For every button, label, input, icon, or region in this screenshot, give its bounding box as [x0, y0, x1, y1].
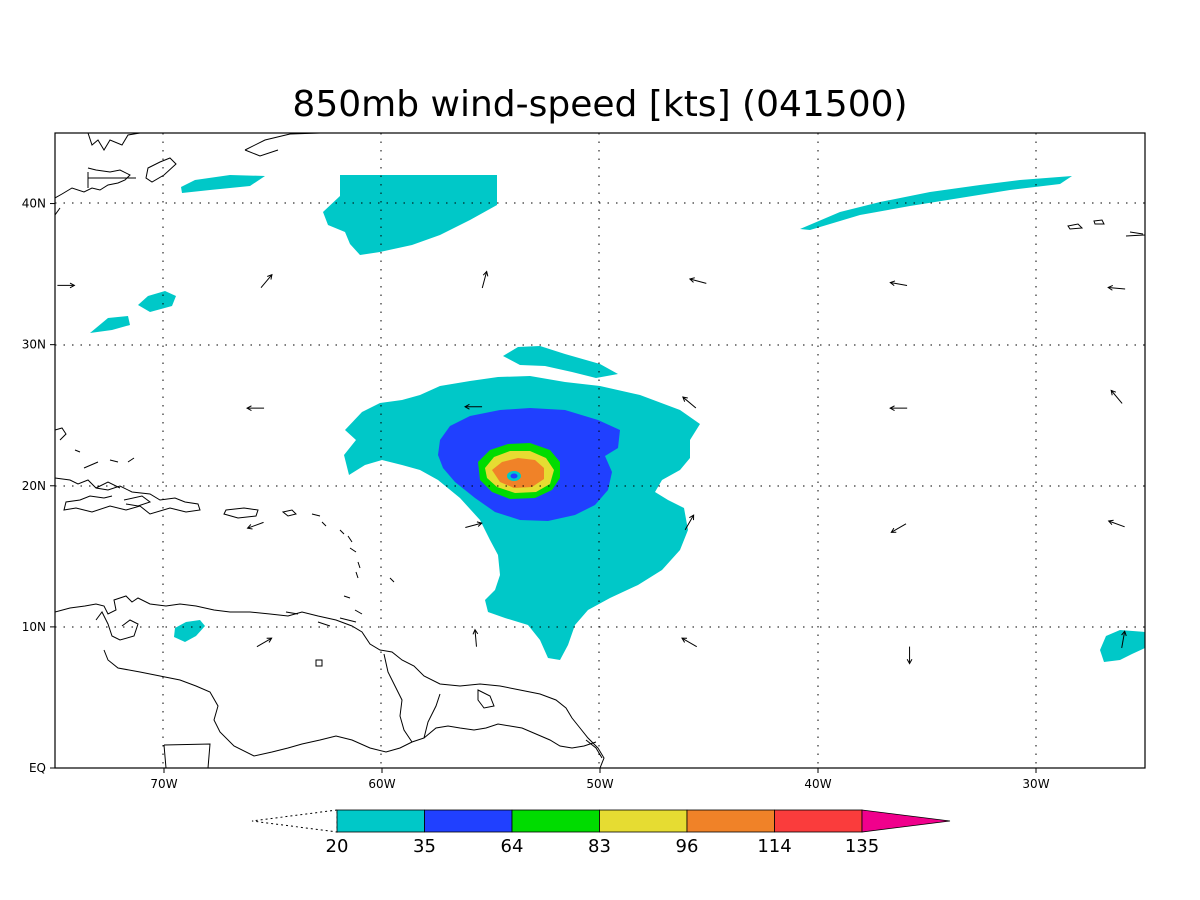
plot-area: [55, 133, 1145, 768]
wind-vector-arrow: [256, 637, 273, 648]
wind-vector-arrow: [246, 521, 264, 530]
y-tick-label: 20N: [22, 479, 46, 493]
wind-vector-arrow: [688, 277, 707, 284]
colorbar-segment: [599, 809, 688, 833]
wind-vector-arrow: [1107, 519, 1125, 528]
wind-vector-arrow: [682, 396, 697, 409]
colorbar: 20 35 64 83 96 114 135: [251, 809, 951, 857]
wind-vector-arrow: [464, 403, 483, 410]
colorbar-level-label: 64: [501, 836, 524, 857]
wind-vector-arrow: [57, 282, 76, 289]
y-tick-label: EQ: [29, 761, 46, 775]
colorbar-segment: [336, 809, 425, 833]
wind-vector-arrow: [889, 405, 908, 412]
wind-vector-arrow: [681, 637, 697, 648]
x-tick-label: 50W: [586, 777, 613, 791]
colorbar-segment: [424, 809, 513, 833]
wind-vector-arrow: [481, 270, 489, 289]
colorbar-level-label: 35: [413, 836, 436, 857]
wind-vector-arrow: [889, 280, 908, 287]
colorbar-segment: [774, 809, 863, 833]
x-tick-label: 60W: [368, 777, 395, 791]
wind-vectors: [57, 270, 1127, 665]
colorbar-level-label: 114: [757, 836, 791, 857]
y-tick-label: 30N: [22, 338, 46, 352]
wind-vector-arrow: [1121, 630, 1127, 649]
y-tick-label: 10N: [22, 620, 46, 634]
wind-vector-arrow: [465, 521, 483, 528]
y-axis: EQ 10N 20N 30N 40N: [22, 197, 55, 775]
wind-vector-arrow: [246, 405, 265, 412]
wind-vector-arrow: [684, 514, 695, 531]
wind-vector-arrow: [260, 273, 273, 288]
wind-vector-arrow: [906, 646, 913, 665]
wind-vector-arrow: [890, 523, 907, 533]
colorbar-level-label: 83: [588, 836, 611, 857]
x-tick-label: 30W: [1022, 777, 1049, 791]
coastlines: [55, 133, 1145, 768]
colorbar-segment: [686, 809, 775, 833]
map-title: 850mb wind-speed [kts] (041500): [292, 84, 907, 125]
colorbar-level-label: 135: [845, 836, 879, 857]
colorbar-level-label: 96: [676, 836, 699, 857]
x-tick-label: 40W: [804, 777, 831, 791]
wind-vector-arrow: [472, 628, 479, 647]
wind-shading-20kt: [90, 175, 1145, 662]
colorbar-level-label: 20: [326, 836, 349, 857]
colorbar-lower-extension: [251, 809, 338, 833]
colorbar-upper-extension: [861, 809, 951, 833]
x-tick-label: 70W: [150, 777, 177, 791]
graticule: [55, 133, 1145, 768]
wind-vector-arrow: [1107, 285, 1126, 291]
wind-vector-arrow: [1110, 389, 1123, 404]
x-axis: 70W 60W 50W 40W 30W: [150, 768, 1050, 791]
storm-eye-center: [510, 473, 518, 479]
y-tick-label: 40N: [22, 197, 46, 211]
colorbar-segment: [511, 809, 600, 833]
